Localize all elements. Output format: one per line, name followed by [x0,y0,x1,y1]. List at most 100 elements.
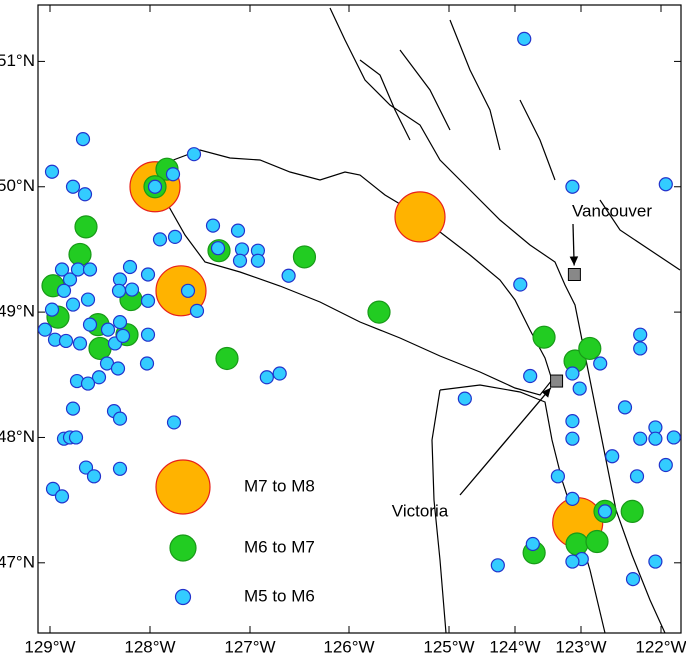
quake [457,391,472,406]
quake [91,370,107,385]
quake [44,302,60,317]
quake [68,430,84,445]
quake [80,376,96,391]
quake [45,481,61,496]
quake [147,179,163,194]
quake [572,381,587,396]
quake [74,215,98,239]
quake [180,283,196,298]
quake [648,554,663,569]
quake [189,303,205,318]
y-tick-label: 49°N [0,302,35,321]
quake [292,245,317,269]
quake [658,457,673,473]
quake [54,489,70,504]
quake [565,366,580,381]
quake [56,283,72,298]
series [37,31,681,587]
quake [124,282,140,297]
quake [62,272,78,287]
quake [633,341,648,356]
x-tick-label: 122°W [635,637,686,656]
quake [565,491,580,506]
quake [110,361,126,376]
y-tick-label: 48°N [0,427,35,446]
series [41,157,644,565]
quake [605,449,620,464]
legend-label: M5 to M6 [244,586,315,605]
quake [100,322,116,337]
quake [205,218,221,233]
quake [82,317,98,332]
quake [629,469,645,484]
quake [210,241,226,256]
quake [532,325,556,349]
quake [78,460,94,475]
quake [112,411,128,426]
quake [167,229,183,244]
quake [112,315,128,330]
quake [186,147,202,162]
y-tick-label: 51°N [0,51,35,70]
quake [58,333,74,349]
quake [523,368,538,384]
map-frame [37,4,682,634]
x-tick-label: 126°W [323,637,374,656]
x-tick-label: 128°W [124,637,175,656]
quake [578,336,602,361]
x-tick-label: 127°W [224,637,275,656]
quake [513,277,528,292]
arrow-head [569,256,579,266]
city-label: Victoria [392,501,449,520]
quake [140,267,156,282]
series [129,161,604,549]
legend-marker [174,588,192,606]
x-tick-label: 125°W [423,637,474,656]
quake [593,356,608,371]
y-tick-label: 50°N [0,176,35,195]
quake [394,191,446,243]
x-tick-label: 124°W [489,637,540,656]
quake [525,536,540,552]
quake [597,504,613,519]
legend-label: M7 to M8 [244,476,315,495]
quake [86,469,102,484]
quake [152,232,168,247]
y-tick-label: 47°N [0,552,35,571]
quake [44,164,60,179]
quake [648,431,663,446]
quake [565,414,580,429]
quake [633,327,648,342]
quake [259,370,274,385]
quake [139,356,155,371]
quake [490,558,505,573]
quake [82,262,98,277]
legend-marker [169,534,197,562]
quake [111,283,127,298]
x-tick-label: 129°W [24,637,75,656]
quake [65,297,81,312]
quake [550,469,566,484]
quake [80,292,96,307]
quake [215,346,239,371]
quake [250,253,266,268]
quake [65,179,81,194]
quake [75,132,91,147]
quake [165,167,181,182]
city-label: Vancouver [572,201,652,220]
quake [37,322,53,337]
quake [625,571,641,587]
quake [367,300,391,324]
city-marker [550,374,564,388]
quake [617,400,633,415]
quake [54,262,70,277]
quake [281,268,296,283]
quake [585,529,609,554]
quake [68,242,92,267]
legend-marker [155,459,211,515]
arrow-head [541,387,551,398]
quake [65,401,81,416]
quake [658,177,673,192]
